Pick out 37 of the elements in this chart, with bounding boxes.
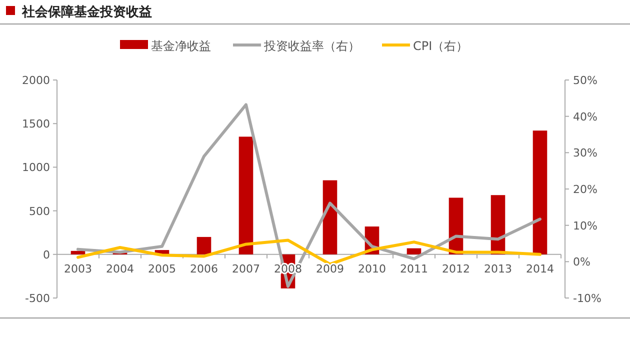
y-tick-label: 0 bbox=[43, 248, 50, 262]
x-tick-label: 2010 bbox=[358, 262, 386, 276]
legend-label: 基金净收益 bbox=[151, 39, 211, 53]
bar bbox=[532, 130, 548, 254]
y-tick-label: 1500 bbox=[22, 118, 50, 131]
y2-tick-label: 0% bbox=[573, 256, 590, 269]
y2-tick-label: 10% bbox=[573, 219, 598, 232]
y-tick-label: 2000 bbox=[22, 74, 50, 87]
bar bbox=[70, 250, 86, 254]
y2-tick-label: -10% bbox=[573, 292, 602, 305]
x-tick-label: 2011 bbox=[400, 262, 428, 276]
legend-基金净收益: 基金净收益 bbox=[120, 39, 211, 53]
bar bbox=[406, 248, 422, 254]
y2-tick-label: 40% bbox=[573, 110, 598, 124]
x-tick-label: 2006 bbox=[190, 262, 218, 276]
bar bbox=[196, 236, 212, 254]
x-tick-label: 2008 bbox=[274, 262, 302, 276]
bar bbox=[238, 136, 254, 254]
legend-label: CPI（右） bbox=[413, 39, 468, 53]
x-tick-label: 2004 bbox=[106, 262, 134, 276]
x-tick-label: 2013 bbox=[484, 262, 512, 276]
y2-tick-label: 30% bbox=[573, 146, 598, 160]
x-tick-label: 2012 bbox=[442, 262, 470, 276]
x-tick-label: 2003 bbox=[64, 262, 92, 276]
legend-label: 投资收益率（右） bbox=[263, 39, 360, 53]
chart-title: 社会保障基金投资收益 bbox=[21, 4, 152, 20]
y-tick-label: -500 bbox=[25, 292, 50, 305]
y2-tick-label: 50% bbox=[573, 74, 598, 87]
x-tick-label: 2005 bbox=[148, 262, 176, 276]
y2-tick-label: 20% bbox=[573, 183, 598, 196]
x-tick-label: 2009 bbox=[316, 262, 344, 276]
y-tick-label: 1000 bbox=[22, 161, 50, 174]
y-tick-label: 500 bbox=[29, 204, 50, 218]
x-tick-label: 2007 bbox=[232, 262, 260, 276]
x-tick-label: 2014 bbox=[526, 262, 554, 276]
legend-投资收益率（右）: 投资收益率（右） bbox=[233, 39, 360, 53]
bar bbox=[322, 180, 338, 254]
